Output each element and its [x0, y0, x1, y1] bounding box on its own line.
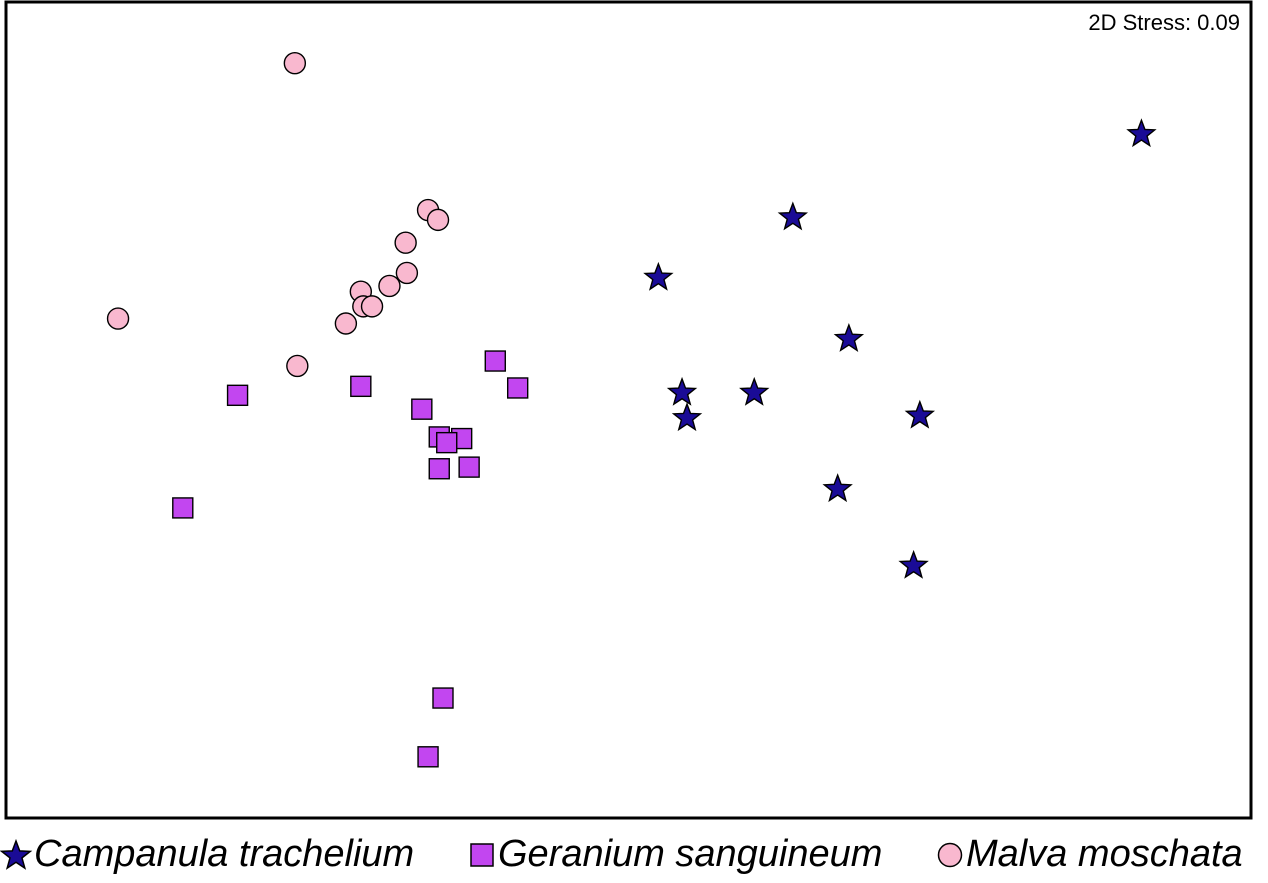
star-marker: [643, 261, 674, 291]
circle-marker-icon: [937, 842, 963, 867]
star-marker: [666, 376, 698, 406]
legend-item-campanula: Campanula trachelium: [0, 826, 414, 883]
square-marker: [411, 398, 433, 420]
star-marker: [777, 201, 809, 231]
square-marker-icon: [470, 842, 494, 867]
circle-marker: [286, 354, 309, 378]
square-marker: [350, 375, 372, 398]
square-marker: [428, 458, 450, 480]
circle-marker: [106, 307, 130, 330]
circle-marker: [426, 208, 450, 232]
star-marker: [739, 376, 770, 406]
circle-marker: [394, 231, 417, 254]
square-marker: [172, 497, 194, 519]
legend-label: Geranium sanguineum: [498, 833, 883, 875]
square-marker: [226, 384, 249, 407]
points-layer: [106, 52, 1157, 768]
star-marker: [904, 399, 936, 429]
star-marker: [833, 323, 865, 352]
star-marker-icon: [0, 838, 33, 870]
star-marker: [1126, 118, 1157, 148]
circle-marker: [334, 312, 358, 335]
nmds-ordination-plot: [4, 0, 1253, 820]
circle-marker: [360, 295, 384, 318]
square-marker: [432, 687, 454, 709]
square-marker: [506, 377, 529, 399]
square-marker: [458, 456, 480, 478]
circle-marker: [395, 261, 419, 285]
legend-item-geranium: Geranium sanguineum: [468, 826, 882, 883]
circle-marker: [283, 52, 307, 75]
legend: Campanula trachelium Geranium sanguineum…: [0, 826, 1268, 883]
star-marker: [898, 549, 929, 579]
square-marker: [484, 350, 506, 372]
plot-frame: [4, 0, 1253, 820]
star-marker: [822, 473, 853, 503]
legend-label: Campanula trachelium: [34, 833, 415, 875]
star-marker: [671, 402, 703, 432]
legend-item-malva: Malva moschata: [936, 826, 1243, 883]
stress-annotation: 2D Stress: 0.09: [1088, 10, 1240, 35]
square-marker: [417, 746, 439, 768]
legend-label: Malva moschata: [966, 833, 1243, 875]
circle-marker: [378, 274, 401, 298]
square-marker: [436, 431, 458, 454]
